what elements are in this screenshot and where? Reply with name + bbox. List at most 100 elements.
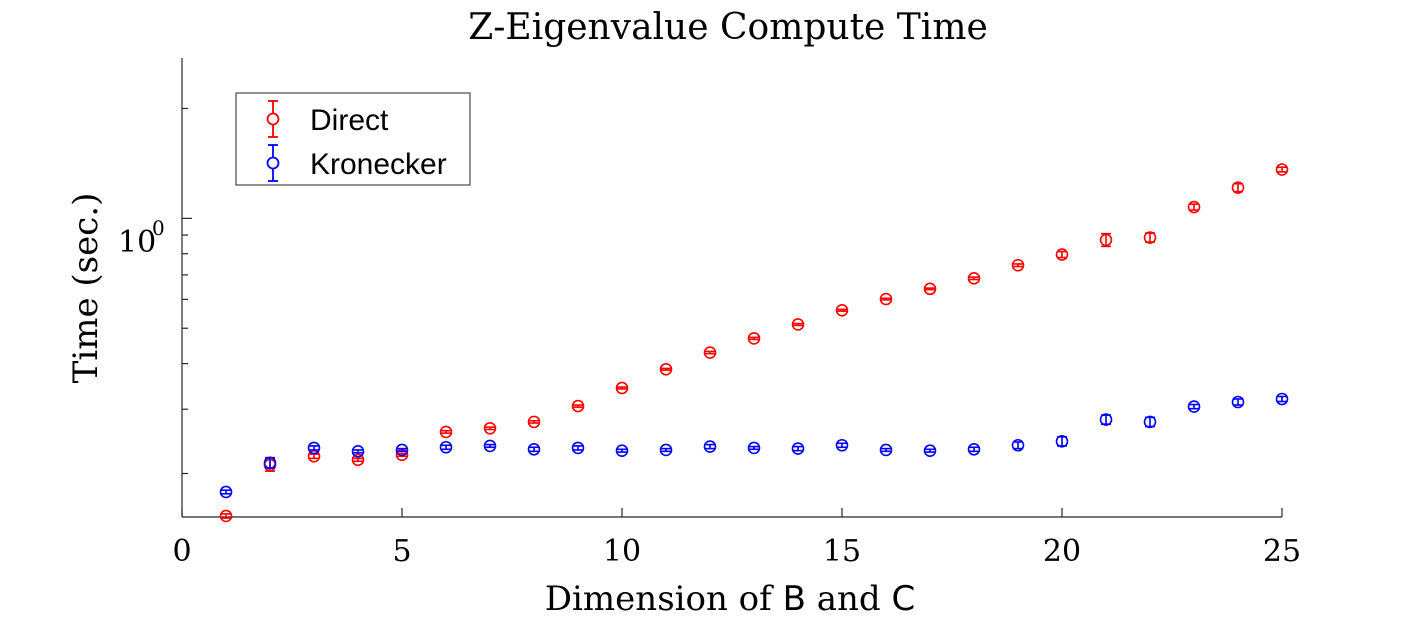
marker	[1011, 438, 1025, 452]
marker	[351, 453, 365, 467]
x-tick-label-15: 15	[823, 534, 861, 569]
data-point-direct-6	[439, 425, 453, 439]
data-point-kronecker-13	[747, 441, 761, 455]
legend-entry-kronecker: Kronecker	[266, 144, 447, 182]
marker	[483, 421, 497, 435]
y-axis-label: Time (sec.)	[66, 193, 106, 384]
marker	[1187, 400, 1201, 413]
data-point-kronecker-23	[1187, 400, 1201, 413]
x-tick-label-20: 20	[1043, 534, 1081, 569]
marker	[615, 381, 629, 395]
data-point-kronecker-9	[571, 441, 585, 455]
data-point-kronecker-22	[1143, 415, 1157, 429]
legend: Direct Kronecker	[235, 92, 471, 186]
data-point-kronecker-15	[835, 438, 849, 452]
marker	[219, 485, 233, 499]
data-point-direct-18	[967, 272, 981, 285]
data-point-direct-24	[1231, 181, 1245, 194]
data-point-kronecker-7	[483, 439, 497, 453]
marker	[615, 444, 629, 457]
data-point-direct-12	[703, 346, 717, 359]
marker	[439, 425, 453, 439]
data-point-direct-8	[527, 415, 541, 429]
marker	[703, 346, 717, 359]
legend-marker	[266, 156, 280, 170]
marker	[263, 456, 277, 470]
marker	[1231, 181, 1245, 194]
legend-entry-direct: Direct	[266, 100, 389, 138]
marker	[879, 443, 893, 457]
x-tick-label-0: 0	[172, 534, 191, 569]
marker	[351, 445, 365, 458]
marker	[967, 272, 981, 285]
x-axis-label-middle: and	[806, 579, 892, 619]
data-point-kronecker-5	[395, 443, 409, 457]
data-point-kronecker-2	[263, 456, 277, 470]
data-point-kronecker-3	[307, 441, 321, 455]
marker	[1231, 395, 1245, 409]
data-point-direct-23	[1187, 200, 1201, 214]
marker	[439, 440, 453, 454]
marker	[703, 440, 717, 453]
axes	[181, 58, 1282, 518]
data-point-kronecker-4	[351, 445, 365, 458]
legend-label-direct: Direct	[310, 104, 389, 137]
data-point-direct-25	[1275, 163, 1289, 176]
marker	[1055, 435, 1069, 448]
marker	[923, 444, 937, 457]
marker	[923, 282, 937, 296]
marker	[659, 362, 673, 376]
data-point-direct-11	[659, 362, 673, 376]
data-point-direct-14	[791, 318, 805, 331]
x-tick-label-5: 5	[392, 534, 411, 569]
data-point-kronecker-1	[219, 485, 233, 499]
data-point-kronecker-20	[1055, 435, 1069, 448]
marker	[571, 441, 585, 455]
data-point-kronecker-14	[791, 442, 805, 455]
marker	[395, 443, 409, 457]
marker	[747, 332, 761, 345]
marker	[835, 438, 849, 452]
x-ticks: 0 5 10 15 20 25	[172, 508, 1301, 569]
data-point-kronecker-17	[923, 444, 937, 457]
data-point-direct-20	[1055, 248, 1069, 261]
marker	[1099, 413, 1113, 426]
data-point-kronecker-12	[703, 440, 717, 453]
marker	[527, 442, 541, 456]
data-point-kronecker-10	[615, 444, 629, 457]
data-point-kronecker-24	[1231, 395, 1245, 409]
marker	[307, 441, 321, 455]
data-point-kronecker-11	[659, 443, 673, 457]
data-point-direct-1	[219, 509, 233, 523]
data-point-direct-16	[879, 292, 893, 306]
marker	[747, 441, 761, 455]
data-point-direct-21	[1099, 232, 1113, 248]
marker	[879, 292, 893, 306]
marker	[1275, 163, 1289, 176]
marker	[967, 442, 981, 456]
x-tick-label-10: 10	[603, 534, 641, 569]
data-point-kronecker-19	[1011, 438, 1025, 452]
marker	[659, 443, 673, 457]
data-point-direct-7	[483, 421, 497, 435]
data-point-kronecker-18	[967, 442, 981, 456]
legend-marker	[266, 112, 280, 126]
data-point-direct-19	[1011, 258, 1025, 272]
marker	[1011, 258, 1025, 272]
series-layer	[219, 163, 1289, 523]
data-point-kronecker-6	[439, 440, 453, 454]
data-point-direct-9	[571, 399, 585, 413]
marker	[791, 442, 805, 455]
x-axis-label-prefix: Dimension of	[545, 579, 783, 619]
marker	[791, 318, 805, 331]
marker	[1055, 248, 1069, 261]
marker	[1143, 231, 1157, 244]
data-point-direct-10	[615, 381, 629, 395]
y-major-tick-label: 10 0	[118, 216, 165, 260]
marker	[219, 509, 233, 523]
data-point-kronecker-16	[879, 443, 893, 457]
y-tick-base: 10	[118, 225, 156, 260]
y-ticks	[182, 107, 192, 475]
x-axis-label-b: B	[783, 579, 806, 619]
